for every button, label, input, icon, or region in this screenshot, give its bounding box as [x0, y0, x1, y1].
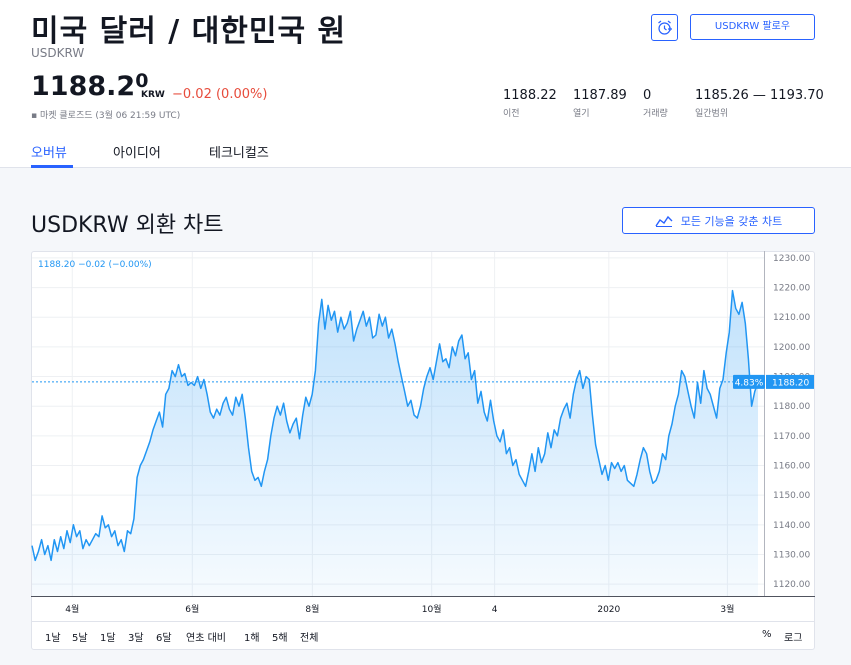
- stat-volume: 0 거래량: [643, 88, 668, 119]
- y-tick-label: 1230.00: [773, 254, 810, 264]
- x-tick-label: 8월: [305, 603, 319, 615]
- price-small-digit: 0: [135, 70, 149, 92]
- stat-label: 열기: [573, 109, 590, 119]
- symbol-header: 미국 달러 / 대한민국 원 USDKRW 1188.20 KRW −0.02 …: [0, 0, 851, 168]
- currency-code: KRW: [141, 90, 165, 100]
- stat-label: 이전: [503, 109, 520, 119]
- range-3m[interactable]: 3달: [128, 633, 144, 644]
- log-scale-toggle[interactable]: 로그: [784, 633, 803, 644]
- price-line-series: [31, 289, 759, 562]
- last-price-badge-label: 1188.20: [772, 378, 809, 388]
- price-area-fill: [32, 290, 758, 596]
- alert-button[interactable]: [651, 14, 678, 41]
- x-tick-label: 10월: [422, 603, 442, 615]
- x-tick-label: 2020: [597, 605, 620, 615]
- price-main: 1188.2: [31, 71, 136, 102]
- range-all[interactable]: 전체: [300, 633, 319, 644]
- x-tick-label: 4: [492, 605, 498, 615]
- y-tick-label: 1150.00: [773, 491, 810, 501]
- percent-scale-toggle[interactable]: %: [762, 629, 772, 640]
- chart-title: USDKRW 외환 차트: [31, 213, 224, 238]
- ticker-symbol: USDKRW: [31, 46, 85, 60]
- market-status: ▪ 마켓 클로즈드 (3월 06 21:59 UTC): [31, 111, 181, 121]
- alarm-clock-icon: [658, 20, 672, 35]
- stat-label: 일간범위: [695, 109, 729, 119]
- pct-badge-label: 4.83%: [735, 378, 764, 388]
- follow-button[interactable]: USDKRW 팔로우: [690, 14, 815, 40]
- x-tick-label: 4월: [65, 603, 79, 615]
- y-tick-label: 1170.00: [773, 432, 810, 442]
- range-5y[interactable]: 5해: [272, 633, 288, 644]
- price-change: −0.02 (0.00%): [172, 87, 268, 102]
- y-tick-label: 1140.00: [773, 521, 810, 531]
- full-chart-button[interactable]: 모든 기능을 갖춘 차트: [622, 207, 815, 234]
- stat-value: 1185.26 — 1193.70: [695, 88, 824, 103]
- current-price: 1188.20: [31, 70, 148, 102]
- stat-value: 1188.22: [503, 88, 557, 103]
- price-chart[interactable]: 1120.00 1130.00 1140.00 1150.00 1160.00 1170.…: [31, 251, 815, 650]
- y-tick-label: 1120.00: [773, 580, 810, 590]
- chart-legend: 1188.20 −0.02 (−0.00%): [38, 260, 152, 270]
- y-tick-label: 1210.00: [773, 313, 810, 323]
- y-tick-label: 1130.00: [773, 550, 810, 560]
- range-5d[interactable]: 5날: [72, 633, 88, 644]
- range-1d[interactable]: 1날: [45, 633, 61, 644]
- range-1y[interactable]: 1해: [244, 633, 260, 644]
- tab-technicals[interactable]: 테크니컬즈: [209, 146, 269, 161]
- range-ytd[interactable]: 연초 대비: [186, 633, 226, 644]
- y-tick-label: 1180.00: [773, 402, 810, 412]
- stat-prev-close: 1188.22 이전: [503, 88, 557, 119]
- x-tick-label: 6월: [185, 603, 199, 615]
- range-6m[interactable]: 6달: [156, 633, 172, 644]
- stat-day-range: 1185.26 — 1193.70 일간범위: [695, 88, 824, 119]
- tab-overview[interactable]: 오버뷰: [31, 146, 67, 161]
- range-1m[interactable]: 1달: [100, 633, 116, 644]
- last-price-badge: [766, 374, 814, 389]
- tab-ideas[interactable]: 아이디어: [113, 146, 161, 161]
- stat-label: 거래량: [643, 109, 668, 119]
- x-tick-label: 3월: [720, 603, 734, 615]
- full-chart-label: 모든 기능을 갖춘 차트: [680, 214, 783, 228]
- active-tab-indicator: [31, 165, 73, 168]
- chart-line-icon: [655, 215, 673, 227]
- y-tick-label: 1220.00: [773, 284, 810, 294]
- page-title: 미국 달러 / 대한민국 원: [31, 14, 347, 49]
- stat-open: 1187.89 열기: [573, 88, 627, 119]
- stat-value: 0: [643, 88, 652, 103]
- pct-badge: [733, 374, 765, 389]
- y-tick-label: 1160.00: [773, 462, 810, 472]
- stat-value: 1187.89: [573, 88, 627, 103]
- y-tick-label: 1200.00: [773, 343, 810, 353]
